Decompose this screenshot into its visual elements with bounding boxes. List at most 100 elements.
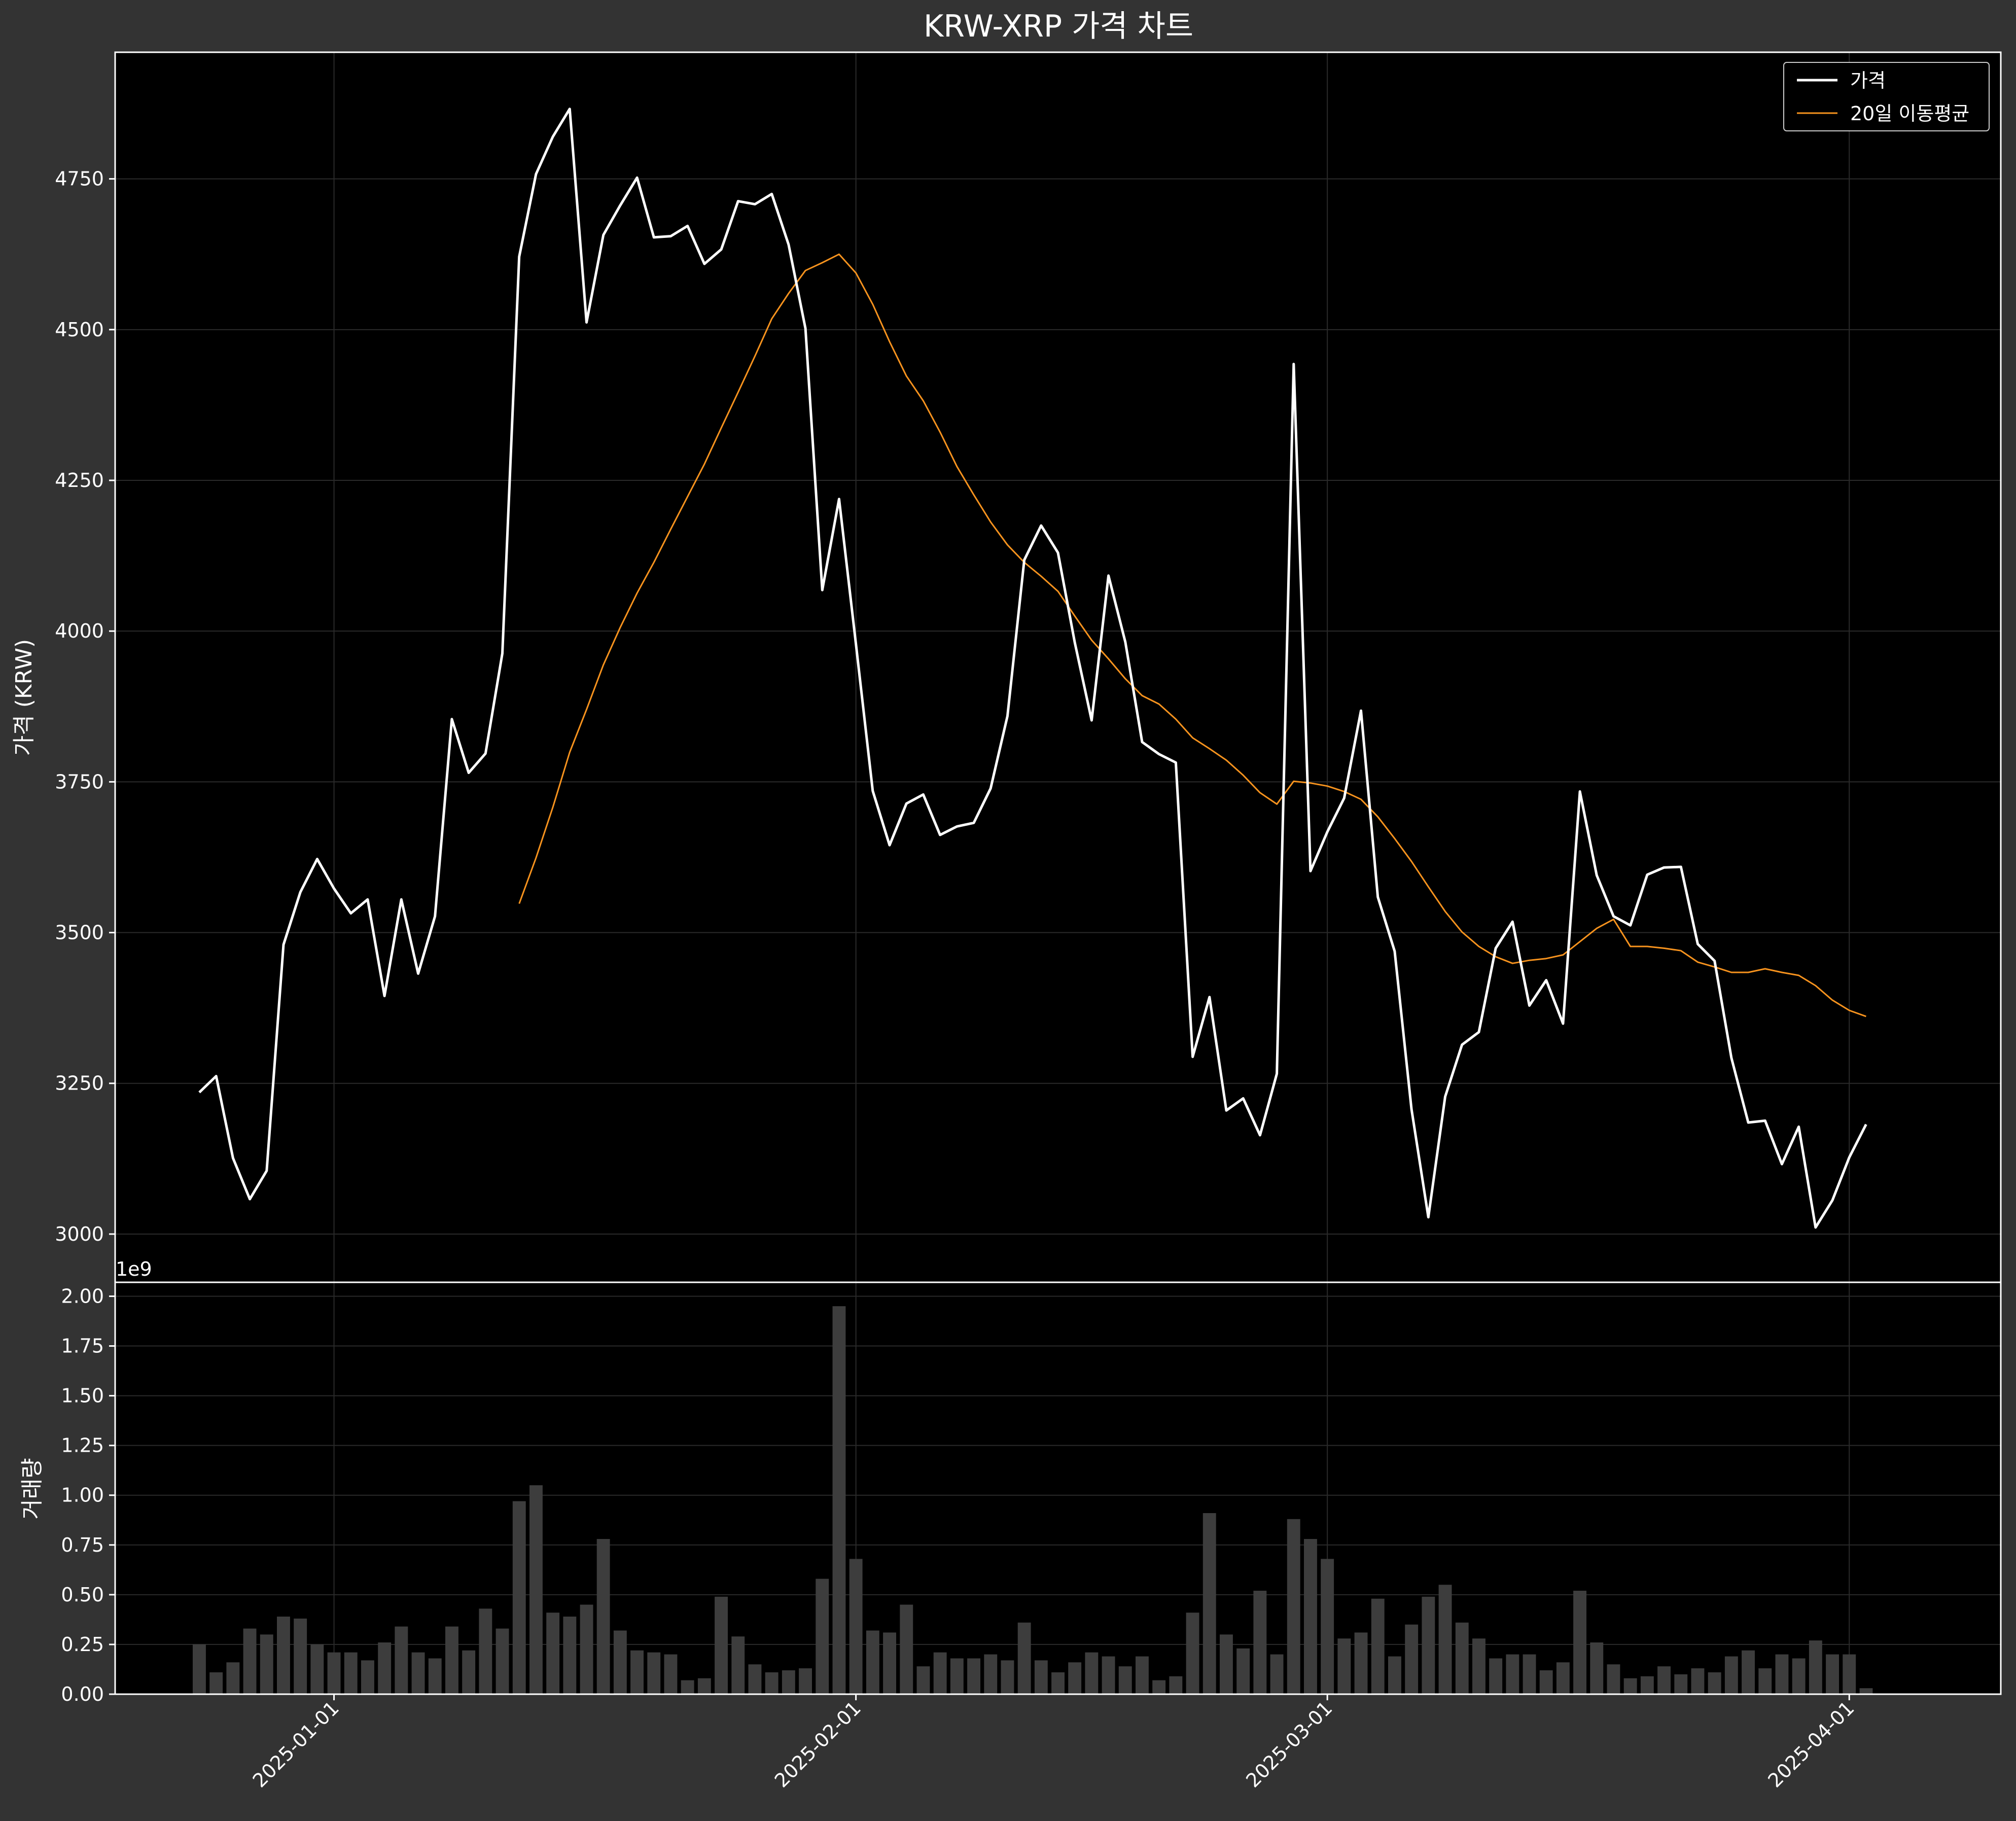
volume-bar <box>512 1501 526 1694</box>
volume-y-tick-label: 1.50 <box>61 1385 104 1407</box>
price-y-tick-label: 4000 <box>55 620 104 642</box>
volume-y-tick-label: 0.25 <box>61 1633 104 1656</box>
volume-y-tick-labels: 0.00 0.25 0.50 0.75 1.00 1.25 1.50 1.75 2.00 <box>61 1285 115 1705</box>
volume-bar <box>1287 1519 1300 1694</box>
volume-bar <box>1607 1664 1620 1694</box>
volume-bar <box>799 1668 812 1694</box>
volume-bar <box>428 1658 442 1694</box>
volume-bar <box>563 1617 577 1694</box>
volume-bar <box>731 1636 745 1694</box>
volume-bar <box>1321 1559 1334 1694</box>
volume-bar <box>243 1628 257 1694</box>
volume-bar <box>782 1670 795 1694</box>
volume-plot-area <box>115 1282 2001 1694</box>
volume-y-tick-label: 1.75 <box>61 1335 104 1357</box>
volume-bar <box>462 1650 476 1694</box>
volume-y-tick-label: 0.75 <box>61 1534 104 1556</box>
volume-bar <box>1708 1672 1721 1694</box>
volume-bar <box>1742 1650 1755 1694</box>
volume-bar <box>580 1604 593 1694</box>
price-y-tick-labels: 3000 3250 3500 3750 4000 4250 4500 4750 <box>55 168 115 1245</box>
volume-bar <box>1573 1591 1586 1694</box>
volume-bar <box>900 1604 913 1694</box>
volume-bars-group <box>193 1306 1873 1694</box>
volume-bar <box>1455 1622 1469 1694</box>
volume-bar <box>209 1672 223 1694</box>
price-line <box>198 108 1867 1229</box>
volume-bar <box>883 1632 896 1694</box>
volume-bar <box>715 1596 728 1694</box>
volume-bar <box>832 1306 846 1694</box>
volume-bar <box>1371 1598 1385 1694</box>
volume-bar <box>1640 1676 1654 1694</box>
volume-bar <box>310 1644 324 1694</box>
volume-bar <box>1136 1656 1149 1694</box>
volume-bar <box>1506 1654 1519 1694</box>
price-grid <box>115 52 2001 1282</box>
volume-bar <box>1253 1591 1267 1694</box>
volume-bar <box>1068 1662 1082 1694</box>
volume-panel: 0.00 0.25 0.50 0.75 1.00 1.25 1.50 1.75 2.00 1e9… <box>19 1258 2002 1792</box>
volume-bar <box>1539 1670 1553 1694</box>
volume-bar <box>967 1658 980 1694</box>
volume-bar <box>1118 1666 1132 1694</box>
volume-bar <box>1438 1585 1452 1694</box>
volume-bar <box>1590 1642 1604 1694</box>
volume-bar <box>866 1630 879 1694</box>
price-series-group <box>198 108 1867 1229</box>
volume-bar <box>294 1618 307 1694</box>
volume-bar <box>1859 1688 1873 1694</box>
chart-legend: 가격 20일 이동평균 <box>1783 62 1990 131</box>
volume-bar <box>344 1652 358 1694</box>
ma20-line <box>518 253 1866 1018</box>
volume-bar <box>1270 1654 1284 1694</box>
volume-bar <box>748 1664 762 1694</box>
volume-y-tick-label: 1.00 <box>61 1484 104 1507</box>
price-y-tick-label: 3500 <box>55 922 104 944</box>
volume-bar <box>1236 1648 1250 1694</box>
volume-bar <box>1792 1658 1806 1694</box>
volume-bar <box>395 1626 408 1694</box>
volume-bar <box>1388 1656 1401 1694</box>
volume-bar <box>496 1628 509 1694</box>
volume-bar <box>1657 1666 1671 1694</box>
volume-bar <box>950 1658 964 1694</box>
price-plot-area <box>115 52 2001 1282</box>
volume-bar <box>1085 1652 1099 1694</box>
volume-bar <box>664 1654 678 1694</box>
price-y-tick-label: 4750 <box>55 168 104 190</box>
price-y-tick-label: 3750 <box>55 771 104 793</box>
volume-bar <box>529 1485 543 1694</box>
price-y-tick-label: 3250 <box>55 1072 104 1095</box>
volume-bar <box>361 1660 374 1694</box>
volume-bar <box>816 1579 829 1694</box>
volume-bar <box>1051 1672 1065 1694</box>
volume-bar <box>647 1652 661 1694</box>
volume-y-tick-label: 1.25 <box>61 1434 104 1457</box>
volume-y-tick-label: 0.50 <box>61 1584 104 1606</box>
volume-bar <box>1674 1674 1688 1694</box>
volume-bar <box>630 1650 644 1694</box>
volume-bar <box>1826 1654 1839 1694</box>
price-y-tick-label: 3000 <box>55 1223 104 1245</box>
volume-bar <box>1422 1596 1435 1694</box>
volume-bar <box>378 1642 392 1694</box>
volume-bar <box>1202 1513 1216 1694</box>
price-y-tick-label: 4500 <box>55 319 104 341</box>
volume-bar <box>613 1630 627 1694</box>
volume-bar <box>1472 1638 1486 1694</box>
volume-bar <box>327 1652 341 1694</box>
volume-y-axis-label: 거래량 <box>19 1458 45 1519</box>
volume-bar <box>1623 1678 1637 1694</box>
volume-scale-label: 1e9 <box>116 1258 152 1280</box>
volume-bar <box>849 1559 863 1694</box>
volume-bar <box>1405 1624 1419 1694</box>
volume-bar <box>260 1634 273 1694</box>
volume-bar <box>546 1613 560 1694</box>
volume-bar <box>1220 1634 1233 1694</box>
volume-bar <box>1152 1680 1166 1694</box>
volume-bar <box>1523 1654 1536 1694</box>
price-y-tick-label: 4250 <box>55 469 104 492</box>
volume-y-tick-label: 2.00 <box>61 1285 104 1307</box>
